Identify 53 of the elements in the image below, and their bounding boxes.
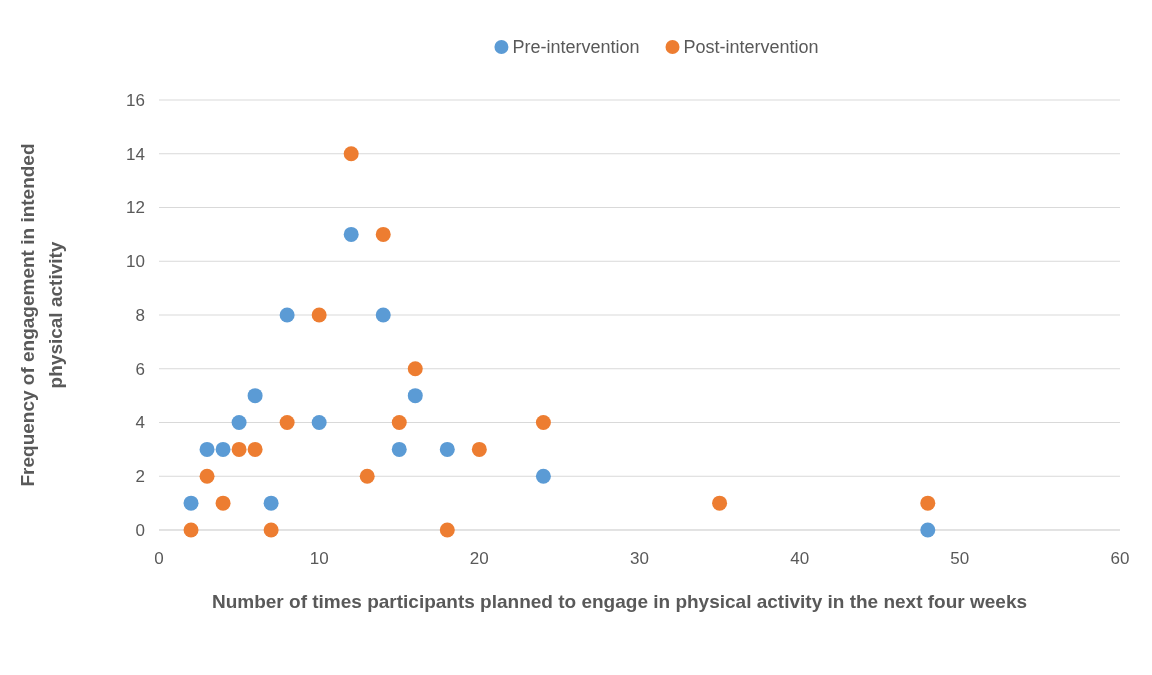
legend-label: Pre-intervention — [512, 37, 640, 58]
point — [247, 388, 263, 404]
point — [263, 495, 279, 511]
point — [343, 226, 359, 242]
x-tick-label: 10 — [309, 549, 329, 568]
y-tick-label: 10 — [126, 252, 145, 272]
point — [375, 307, 391, 323]
y-tick-label: 8 — [135, 305, 145, 325]
y-tick-label: 12 — [126, 198, 145, 218]
y-tick-label: 2 — [135, 467, 145, 487]
legend-label: Post-intervention — [683, 37, 819, 58]
point — [375, 226, 391, 242]
point — [311, 415, 327, 430]
point — [279, 307, 295, 323]
y-tick-label: 4 — [135, 413, 145, 433]
y-tick-label: 0 — [135, 520, 145, 540]
point — [199, 441, 215, 457]
point — [231, 415, 247, 430]
point — [471, 441, 487, 457]
x-tick-label: 20 — [469, 549, 489, 568]
point — [215, 495, 231, 511]
y-tick-label: 16 — [126, 90, 145, 110]
point — [407, 361, 423, 377]
point — [712, 495, 728, 511]
point — [391, 441, 407, 457]
point — [535, 468, 551, 484]
point — [199, 468, 215, 484]
point — [231, 441, 247, 457]
point — [359, 468, 375, 484]
point — [263, 522, 279, 538]
point — [183, 522, 199, 538]
x-tick-label: 30 — [630, 549, 649, 568]
x-tick-label: 60 — [1110, 549, 1130, 568]
point — [535, 415, 551, 430]
point — [311, 307, 327, 323]
x-tick-label: 0 — [154, 549, 164, 568]
point — [247, 441, 263, 457]
point — [439, 441, 455, 457]
x-tick-label: 40 — [790, 549, 810, 568]
y-axis-title: Frequency of engagement in intended physical activity — [17, 143, 66, 487]
point — [920, 495, 936, 511]
point — [183, 495, 199, 511]
y-tick-label: 6 — [135, 359, 145, 379]
point — [215, 441, 231, 457]
x-axis-title: Number of times participants planned to engage in physical activity in the next four weeks — [211, 591, 1028, 612]
x-tick-label: 50 — [950, 549, 970, 568]
point — [920, 522, 936, 538]
point — [343, 146, 359, 162]
point — [407, 388, 423, 404]
point — [439, 522, 455, 538]
point — [279, 415, 295, 430]
y-tick-label: 14 — [126, 144, 145, 164]
point — [391, 415, 407, 430]
